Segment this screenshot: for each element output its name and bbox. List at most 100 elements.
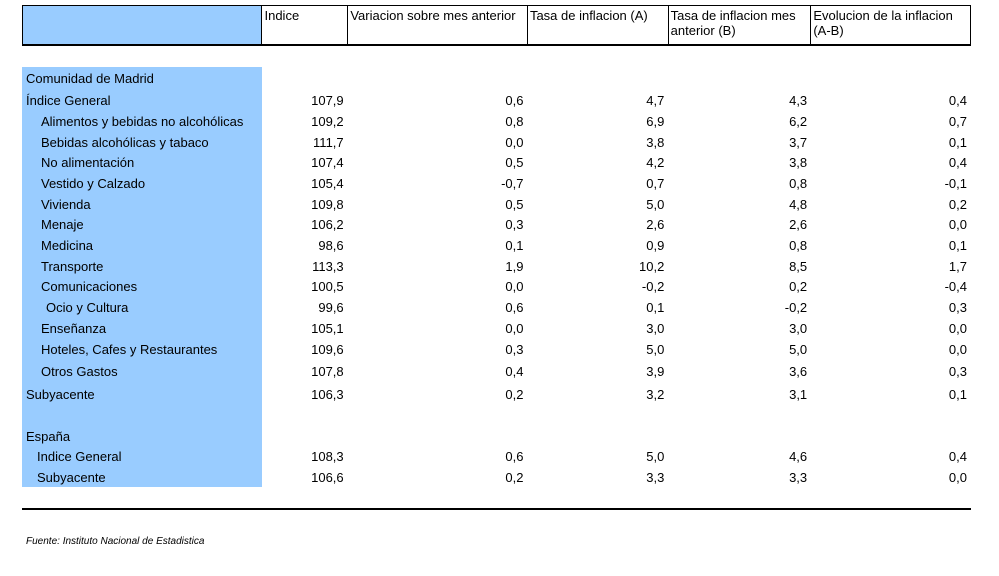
table-row: Comunicaciones 100,5 0,0 -0,2 0,2 -0,4 [22,276,971,296]
table-row: Otros Gastos 107,8 0,4 3,9 3,6 0,3 [22,361,971,381]
cell-indice: 107,8 [311,363,344,379]
cell-variacion: 0,1 [505,237,524,253]
section-title-madrid: Comunidad de Madrid [26,70,154,86]
row-label: Enseñanza [41,320,107,336]
cell-evolucion: 0,0 [948,216,967,232]
cell-variacion: 0,4 [505,363,524,379]
header-indice: Indice [261,6,348,44]
row-label: Índice General [26,92,111,108]
row-label: Indice General [37,448,122,464]
cell-tasa-a: 3,3 [646,469,665,485]
cell-tasa-a: 3,8 [646,134,665,150]
cell-tasa-a: 0,7 [646,175,665,191]
table-row: Subyacente 106,3 0,2 3,2 3,1 0,1 [22,384,971,404]
cell-variacion: 0,0 [505,278,524,294]
cell-tasa-b: 5,0 [789,341,808,357]
table-row: Índice General 107,9 0,6 4,7 4,3 0,4 [22,90,971,110]
row-label: Vestido y Calzado [41,175,146,191]
cell-variacion: 0,2 [505,386,524,402]
header-blank [23,6,262,44]
cell-variacion: -0,7 [501,175,524,191]
cell-tasa-b: 2,6 [789,216,808,232]
cell-tasa-b: 3,3 [789,469,808,485]
cell-variacion: 0,0 [505,134,524,150]
cell-tasa-b: 8,5 [789,258,808,274]
cell-tasa-a: -0,2 [641,278,665,294]
cell-tasa-b: 3,0 [789,320,808,336]
cell-tasa-b: 0,8 [789,237,808,253]
cell-variacion: 1,9 [505,258,524,274]
cell-tasa-a: 5,0 [646,448,665,464]
cell-evolucion: 0,4 [948,92,967,108]
row-label: Alimentos y bebidas no alcohólicas [41,113,244,129]
cell-evolucion: 0,0 [948,320,967,336]
cell-tasa-a: 6,9 [646,113,665,129]
cell-variacion: 0,8 [505,113,524,129]
cell-indice: 109,8 [311,196,344,212]
cell-variacion: 0,5 [505,154,524,170]
cell-evolucion: 0,0 [948,469,967,485]
cell-indice: 105,4 [311,175,344,191]
row-label: Otros Gastos [41,363,118,379]
cell-tasa-a: 5,0 [646,341,665,357]
cell-indice: 111,7 [313,134,344,150]
cell-tasa-a: 4,7 [646,92,665,108]
cell-indice: 100,5 [311,278,344,294]
cell-evolucion: 0,0 [948,341,967,357]
cell-evolucion: 1,7 [948,258,967,274]
cell-tasa-a: 10,2 [639,258,665,274]
cell-indice: 105,1 [311,320,344,336]
cell-evolucion: 0,3 [948,363,967,379]
cell-tasa-a: 0,1 [646,299,665,315]
cell-tasa-b: -0,2 [784,299,808,315]
header-evolucion: Evolucion de la inflacion (A-B) [810,6,970,44]
cell-indice: 106,2 [311,216,344,232]
table-header: Indice Variacion sobre mes anterior Tasa… [22,5,971,46]
cell-evolucion: 0,1 [948,386,967,402]
cell-evolucion: 0,4 [948,448,967,464]
cell-variacion: 0,2 [505,469,524,485]
row-label: Bebidas alcohólicas y tabaco [41,134,209,150]
cell-tasa-a: 5,0 [646,196,665,212]
cell-indice: 113,3 [312,258,344,274]
cell-tasa-a: 3,9 [646,363,665,379]
section-title-spain: España [26,428,71,444]
cell-evolucion: 0,1 [948,237,967,253]
cell-evolucion: 0,3 [948,299,967,315]
table-row: Ocio y Cultura 99,6 0,6 0,1 -0,2 0,3 [22,297,971,317]
cell-indice: 107,4 [311,154,344,170]
table-row: Vestido y Calzado 105,4 -0,7 0,7 0,8 -0,… [22,173,971,193]
row-label: Ocio y Cultura [46,299,129,315]
table-row: Menaje 106,2 0,3 2,6 2,6 0,0 [22,214,971,234]
cell-evolucion: -0,1 [944,175,967,191]
cell-evolucion: 0,4 [948,154,967,170]
cell-tasa-b: 3,6 [789,363,808,379]
row-label: Vivienda [41,196,91,212]
table-row: Hoteles, Cafes y Restaurantes 109,6 0,3 … [22,339,971,359]
header-tasa-a: Tasa de inflacion (A) [526,6,668,44]
cell-tasa-b: 4,3 [789,92,808,108]
table-row: Alimentos y bebidas no alcohólicas 109,2… [22,111,971,131]
cell-variacion: 0,3 [505,341,524,357]
cell-variacion: 0,3 [505,216,524,232]
table-row: Enseñanza 105,1 0,0 3,0 3,0 0,0 [22,318,971,338]
row-label: Transporte [41,258,104,274]
cell-indice: 99,6 [318,299,344,315]
cell-indice: 106,6 [311,469,344,485]
cell-tasa-b: 4,8 [789,196,808,212]
cell-tasa-a: 3,2 [646,386,665,402]
row-label: Comunicaciones [41,278,138,294]
table-row: Bebidas alcohólicas y tabaco 111,7 0,0 3… [22,132,971,152]
cell-evolucion: 0,2 [948,196,967,212]
cell-tasa-a: 0,9 [646,237,665,253]
cell-tasa-b: 0,2 [789,278,808,294]
cell-tasa-a: 4,2 [646,154,665,170]
cell-indice: 107,9 [311,92,344,108]
table-row: Transporte 113,3 1,9 10,2 8,5 1,7 [22,256,971,276]
table-row: Indice General 108,3 0,6 5,0 4,6 0,4 [22,446,971,466]
bottom-divider [22,508,971,510]
table-row: No alimentación 107,4 0,5 4,2 3,8 0,4 [22,152,971,172]
cell-evolucion: -0,4 [944,278,967,294]
cell-variacion: 0,6 [505,299,524,315]
cell-indice: 109,2 [311,113,344,129]
